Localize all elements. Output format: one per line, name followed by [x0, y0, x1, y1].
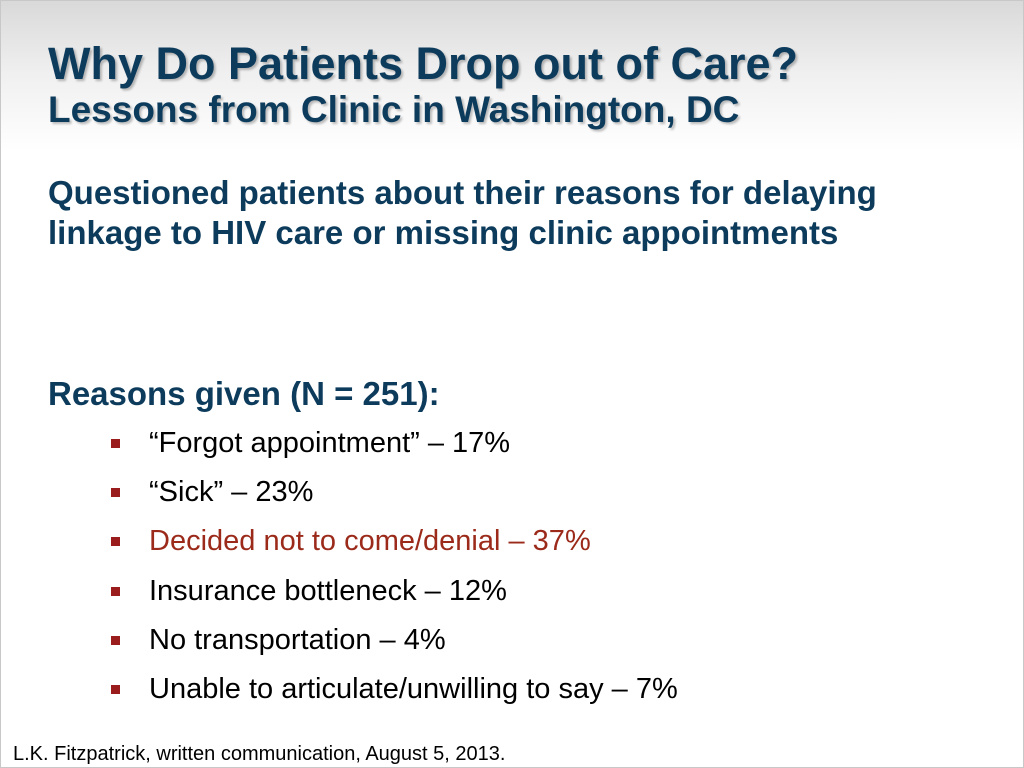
reasons-heading: Reasons given (N = 251): — [48, 375, 440, 412]
list-item: Insurance bottleneck – 12% — [111, 573, 991, 622]
list-item: “Forgot appointment” – 17% — [111, 425, 991, 474]
square-bullet-icon — [111, 439, 120, 448]
reason-text: Insurance bottleneck – 12% — [149, 574, 507, 607]
reason-text: Decided not to come/denial – 37% — [149, 525, 591, 558]
square-bullet-icon — [111, 586, 120, 596]
list-item: No transportation – 4% — [111, 622, 991, 671]
square-bullet-icon — [111, 488, 120, 498]
slide-title: Why Do Patients Drop out of Care? — [48, 38, 799, 89]
title-block: Why Do Patients Drop out of Care? Lesson… — [48, 39, 1008, 131]
reason-text: No transportation – 4% — [149, 623, 446, 656]
list-item: Unable to articulate/unwilling to say – … — [111, 671, 991, 720]
citation: L.K. Fitzpatrick, written communication,… — [13, 743, 506, 765]
square-bullet-icon — [111, 635, 120, 645]
reasons-list: “Forgot appointment” – 17% “Sick” – 23% … — [111, 425, 991, 720]
reason-text: “Forgot appointment” – 17% — [149, 427, 511, 459]
list-item-highlighted: Decided not to come/denial – 37% — [111, 523, 991, 572]
square-bullet-icon — [111, 537, 120, 547]
list-item: “Sick” – 23% — [111, 474, 991, 523]
reason-text: Unable to articulate/unwilling to say – … — [149, 672, 678, 705]
slide-subtitle: Lessons from Clinic in Washington, DC — [48, 89, 740, 130]
reason-text: “Sick” – 23% — [149, 476, 314, 509]
square-bullet-icon — [111, 684, 120, 694]
intro-text: Questioned patients about their reasons … — [48, 174, 877, 251]
